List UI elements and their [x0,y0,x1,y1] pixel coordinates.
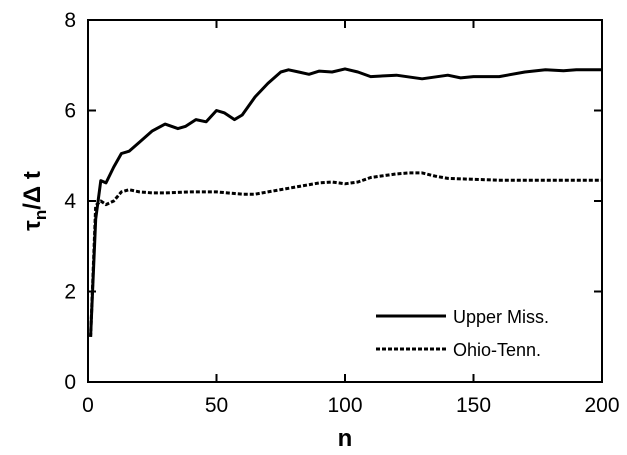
legend-label-upper-miss: Upper Miss. [453,307,549,327]
legend: Upper Miss. Ohio-Tenn. [376,307,549,360]
y-axis-title-subscript: n [31,210,50,220]
x-tick-labels: 0 50 100 150 200 [82,394,619,417]
y-tick-label: 2 [64,281,76,304]
x-tick-label: 200 [584,394,619,417]
x-axis-title: n [338,425,353,452]
y-tick-label: 6 [64,100,76,123]
x-tick-label: 150 [456,394,491,417]
plot-area [87,19,603,383]
x-tick-label: 100 [327,394,362,417]
x-tick-label: 50 [205,394,228,417]
y-tick-label: 0 [64,371,76,394]
series-line-ohio-tenn [89,171,602,337]
plot-frame [87,19,603,383]
y-tick-label: 8 [64,9,76,32]
y-axis-title-rest: /Δ t [19,171,46,210]
y-axis-title-base: τ [19,220,46,231]
x-tick-label: 0 [82,394,94,417]
ticks-layer [87,19,603,383]
legend-label-ohio-tenn: Ohio-Tenn. [453,340,541,360]
y-axis-title: τn/Δ t [19,171,50,231]
y-tick-labels: 0 2 4 6 8 [64,9,76,394]
y-tick-label: 4 [64,190,76,213]
series-layer [89,67,602,337]
series-line-upper-miss [89,67,602,337]
